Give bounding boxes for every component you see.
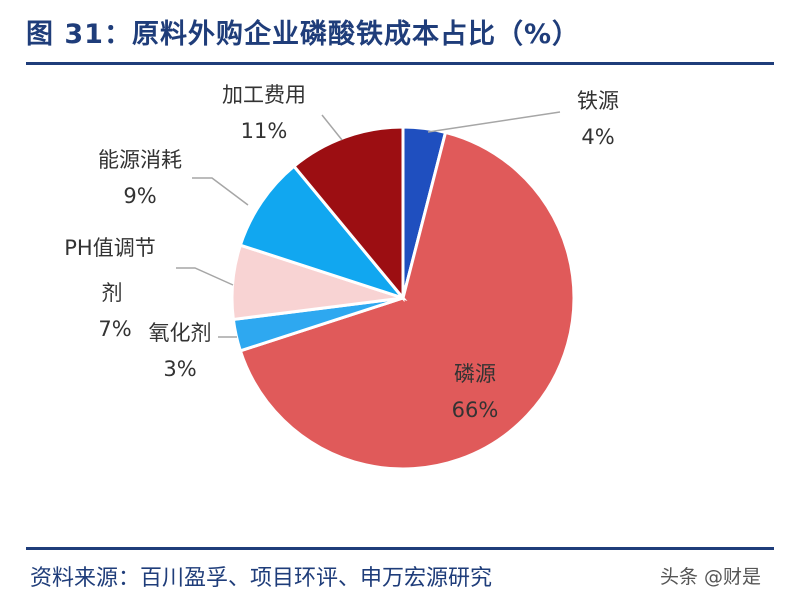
slice-value-label-2: 66% bbox=[452, 398, 499, 422]
slice-name-label-6: 加工费用 bbox=[222, 83, 306, 107]
slice-name-label-2: 磷源 bbox=[454, 362, 496, 386]
slice-value-label-1: 4% bbox=[581, 125, 614, 149]
source-note: 资料来源：百川盈孚、项目环评、申万宏源研究 bbox=[30, 566, 493, 591]
title-divider bbox=[26, 62, 774, 65]
slice-value-label-3: 3% bbox=[163, 357, 196, 381]
slice-value-label-4: 7% bbox=[98, 317, 131, 341]
leader-line-1 bbox=[427, 111, 561, 133]
slice-name-label-3: 氧化剂 bbox=[149, 321, 212, 345]
watermark: 头条 @财是 bbox=[660, 566, 762, 588]
pie-slice-6 bbox=[291, 125, 405, 303]
leader-line-6 bbox=[321, 114, 343, 141]
slice-value-label-6: 11% bbox=[241, 119, 288, 143]
slice-name-label-4: 剂 bbox=[102, 281, 123, 305]
pie-slice-2 bbox=[238, 130, 576, 471]
slice-value-label-5: 9% bbox=[123, 184, 156, 208]
slice-name-label-5: 能源消耗 bbox=[98, 148, 182, 172]
leader-line-4 bbox=[176, 267, 234, 286]
pie-slice-5 bbox=[238, 164, 408, 302]
chart-title: 图 31：原料外购企业磷酸铁成本占比（%） bbox=[26, 19, 581, 50]
leader-line-5 bbox=[192, 177, 249, 206]
slice-name-label-1: 铁源 bbox=[577, 89, 619, 113]
slice-name-label-4: PH值调节 bbox=[64, 236, 155, 260]
source-divider bbox=[26, 547, 774, 550]
